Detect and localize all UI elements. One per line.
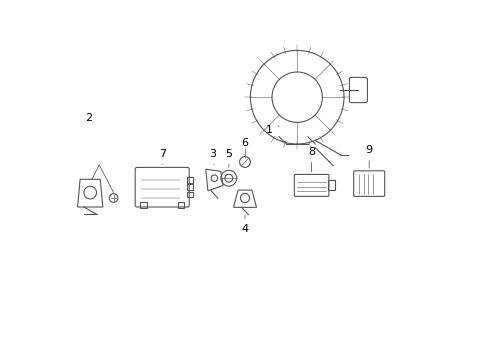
Text: 8: 8: [308, 147, 315, 172]
Text: 5: 5: [225, 149, 232, 167]
Text: 4: 4: [242, 215, 248, 234]
Bar: [328, 180, 335, 190]
Bar: [187, 177, 193, 183]
Text: 9: 9: [366, 145, 373, 168]
Text: 7: 7: [159, 149, 166, 165]
Text: 2: 2: [85, 113, 92, 123]
Text: 3: 3: [209, 149, 216, 165]
Text: 1: 1: [266, 125, 279, 135]
Text: 6: 6: [242, 138, 248, 148]
Bar: [178, 202, 184, 208]
Bar: [187, 184, 193, 190]
Bar: [140, 202, 147, 208]
Bar: [187, 192, 193, 197]
